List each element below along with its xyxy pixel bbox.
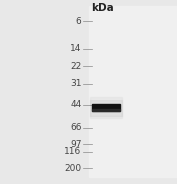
- Text: 31: 31: [70, 79, 81, 88]
- Text: 22: 22: [70, 62, 81, 71]
- Text: 14: 14: [70, 44, 81, 53]
- Text: 6: 6: [76, 17, 81, 26]
- Text: 200: 200: [64, 164, 81, 173]
- Bar: [90, 97, 122, 118]
- Bar: [88, 6, 177, 177]
- Bar: [92, 109, 120, 111]
- Text: 116: 116: [64, 147, 81, 156]
- Text: 97: 97: [70, 140, 81, 149]
- Text: 44: 44: [70, 100, 81, 109]
- Text: kDa: kDa: [91, 3, 114, 13]
- Bar: [90, 100, 122, 116]
- Bar: [92, 104, 120, 111]
- Text: 66: 66: [70, 123, 81, 132]
